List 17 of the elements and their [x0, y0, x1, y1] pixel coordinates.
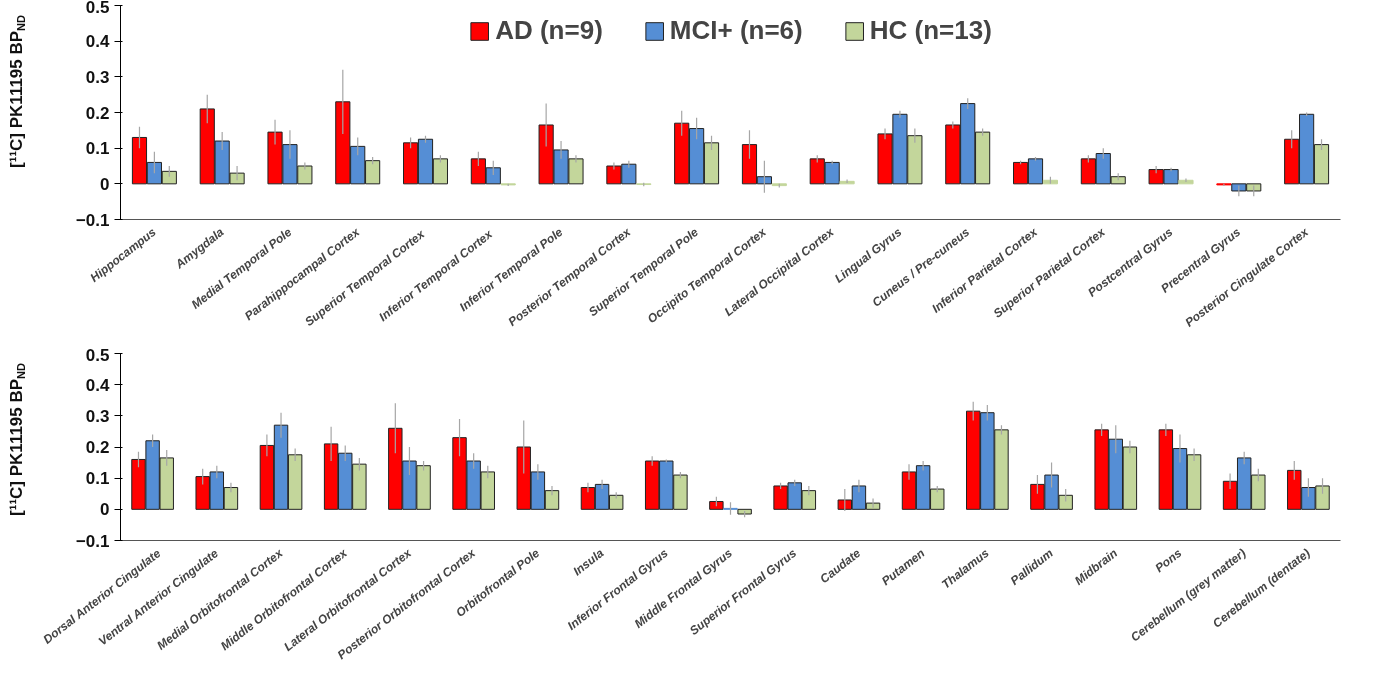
y-tick-label: 0.4	[85, 32, 111, 52]
y-tick-label: 0.5	[85, 345, 110, 365]
y-tick-label: 0.5	[85, 0, 110, 17]
y-tick-label: 0.2	[85, 438, 110, 457]
y-tick-label: 0.1	[85, 139, 110, 159]
y-tick-label: 0	[100, 500, 110, 520]
y-tick-label: 0.3	[85, 67, 110, 87]
y-tick-label: 0.3	[85, 406, 110, 426]
y-tick-label: −0.1	[75, 531, 110, 551]
y-tick-label: 0	[100, 174, 110, 194]
legend-label: AD (n=9)	[495, 15, 603, 46]
y-tick-label: 0.4	[85, 375, 111, 395]
y-tick-label: 0.1	[85, 469, 110, 489]
y-tick-label: −0.1	[75, 210, 110, 230]
legend-label: MCI+ (n=6)	[669, 15, 803, 46]
y-tick-label: 0.2	[85, 103, 110, 123]
legend-label: HC (n=13)	[869, 15, 992, 46]
